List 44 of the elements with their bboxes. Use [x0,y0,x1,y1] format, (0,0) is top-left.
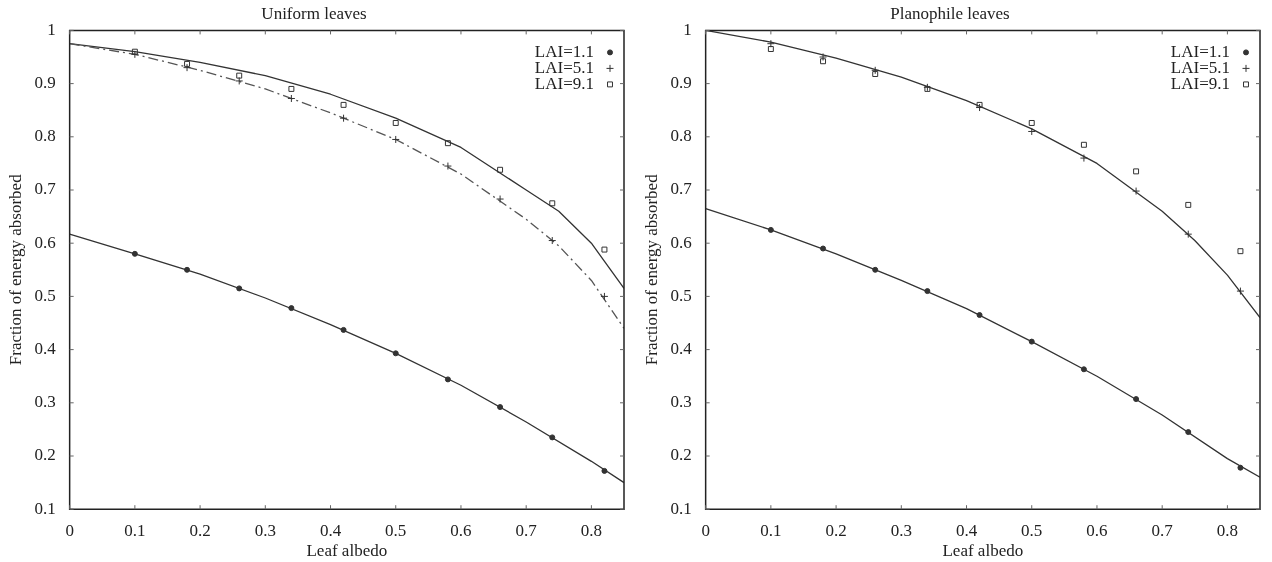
x-tick-label: 0.6 [1086,520,1108,540]
x-tick-label: 0.1 [124,520,146,540]
y-tick-label: 0.2 [34,445,56,465]
y-tick-label: 1 [683,19,692,39]
x-tick-label: 0.5 [1021,520,1043,540]
y-tick-label: 0.3 [670,392,692,412]
y-tick-label: 0.9 [34,73,56,93]
x-tick-label: 0.7 [515,520,538,540]
x-tick-label: 0.1 [760,520,782,540]
y-tick-label: 0.2 [670,445,692,465]
y-tick-label: 0.7 [34,179,57,199]
y-tick-label: 0.1 [670,498,692,518]
x-tick-label: 0 [701,520,710,540]
x-tick-label: 0.2 [825,520,847,540]
y-tick-label: 0.6 [670,232,692,252]
x-tick-label: 0.3 [890,520,912,540]
y-axis-title: Fraction of energy absorbed [641,173,661,366]
y-tick-label: 0.5 [34,285,56,305]
x-tick-label: 0.5 [385,520,407,540]
x-tick-label: 0 [65,520,74,540]
y-tick-label: 0.5 [670,285,692,305]
y-tick-label: 0.4 [670,339,693,359]
x-tick-label: 0.6 [450,520,472,540]
y-tick-label: 0.8 [34,126,56,146]
y-tick-label: 0.8 [670,126,692,146]
x-tick-label: 0.3 [254,520,276,540]
y-tick-label: 0.9 [670,73,692,93]
x-tick-label: 0.4 [955,520,978,540]
chart-title: Planophile leaves [890,3,1010,23]
x-axis-title: Leaf albedo [942,541,1024,561]
chart-title: Uniform leaves [261,3,367,23]
x-tick-label: 0.8 [580,520,603,540]
x-tick-label: 0.8 [1216,520,1239,540]
y-tick-label: 0.7 [670,179,693,199]
x-tick-label: 0.4 [319,520,342,540]
y-tick-label: 0.6 [34,232,56,252]
y-tick-label: 1 [47,19,56,39]
y-tick-label: 0.4 [34,339,57,359]
y-tick-label: 0.1 [34,498,56,518]
x-tick-label: 0.7 [1151,520,1174,540]
y-axis-title: Fraction of energy absorbed [5,173,25,366]
x-axis-title: Leaf albedo [306,541,388,561]
x-tick-label: 0.2 [189,520,211,540]
y-tick-label: 0.3 [34,392,56,412]
